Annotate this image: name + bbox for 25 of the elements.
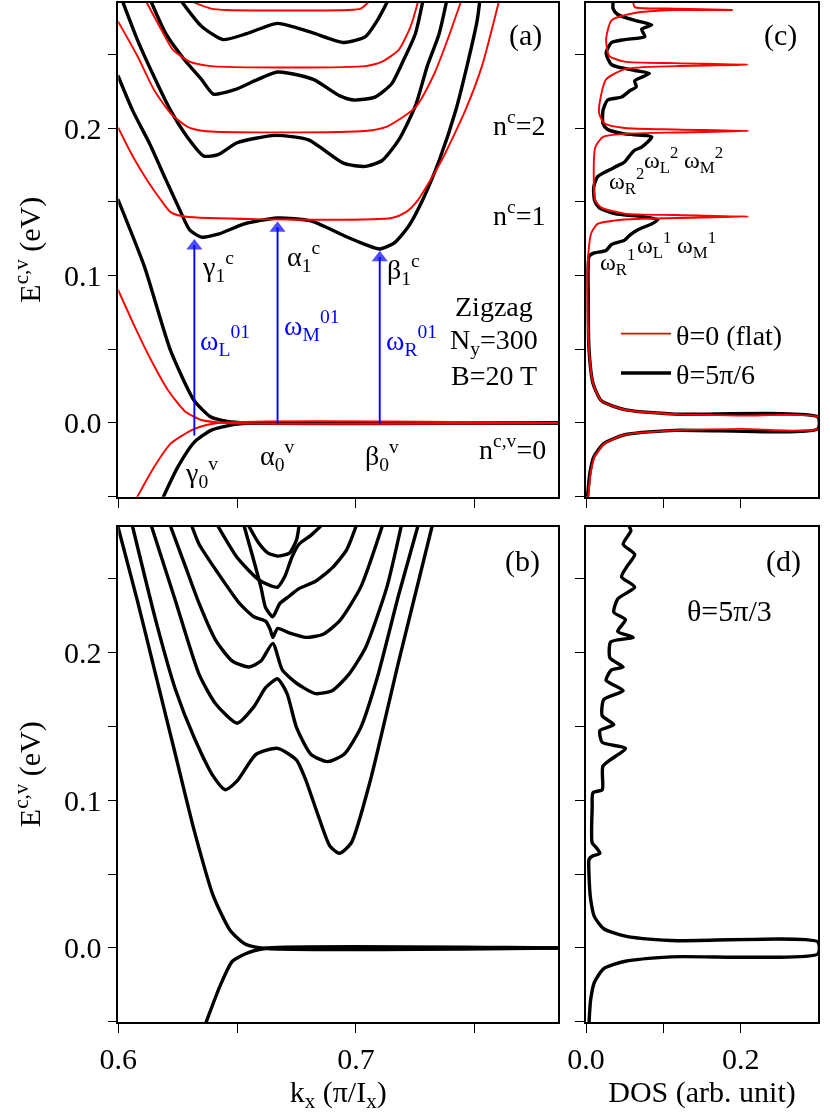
y-tick-label: 0.0 — [64, 931, 102, 965]
text: (b) — [505, 544, 540, 578]
x-tick-label: 0.2 — [721, 1041, 760, 1075]
annotation: n$^{c,v}$=0 — [479, 430, 547, 465]
y-tick-label: 0.0 — [64, 406, 102, 440]
x-tick-label: 0.7 — [337, 1041, 375, 1075]
x-tick-label: 0.0 — [567, 1041, 605, 1075]
legend-label: θ=0 (flat) — [676, 319, 783, 351]
annotation: n$^{c}$=2 — [493, 106, 546, 141]
y-tick-label: 0.1 — [64, 783, 102, 817]
annotation: n$^{c}$=1 — [493, 196, 546, 231]
annotation: B=20 T — [451, 360, 538, 391]
annotation: N$_{y}$=300 — [450, 324, 538, 359]
y-tick-label: 0.2 — [64, 111, 102, 145]
text: (d) — [766, 544, 801, 578]
x-tick-label: 0.6 — [99, 1041, 138, 1075]
y-tick-label: 0.1 — [64, 259, 102, 293]
annotation: Zigzag — [455, 291, 533, 322]
text: (c) — [764, 18, 798, 52]
x-axis-title: DOS (arb. unit) — [608, 1074, 796, 1109]
text: (a) — [509, 18, 543, 52]
annotation: θ=5π/3 — [687, 594, 772, 627]
legend-label: θ=5π/6 — [676, 358, 756, 390]
y-tick-label: 0.2 — [64, 635, 102, 669]
x-axis-title: k$_{x}$ (π/I$_{x}$) — [289, 1074, 387, 1113]
